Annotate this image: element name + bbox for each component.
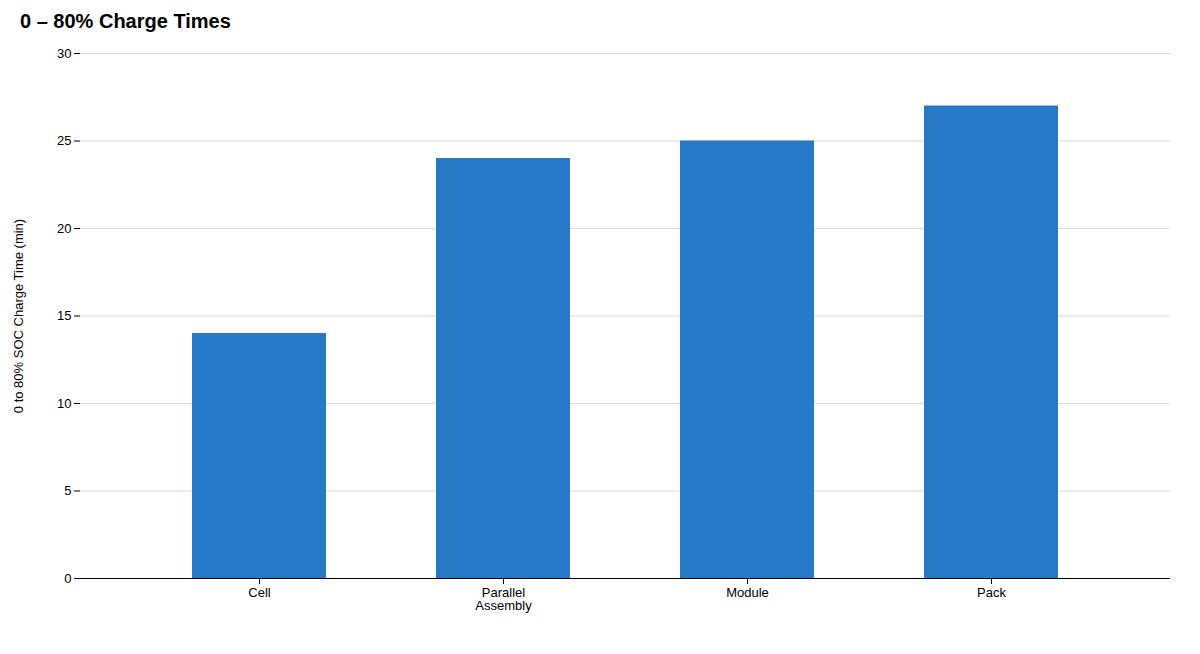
svg-text:0 to 80% SOC Charge Time (min): 0 to 80% SOC Charge Time (min) [11,219,26,413]
svg-text:Cell: Cell [248,585,271,600]
svg-text:5: 5 [64,483,71,498]
svg-text:15: 15 [57,308,71,323]
svg-text:30: 30 [57,46,71,61]
svg-text:0: 0 [64,571,71,586]
svg-text:25: 25 [57,133,71,148]
svg-text:10: 10 [57,396,71,411]
html-text:0 – 80% Charge Times: 0 – 80% Charge Times [20,10,231,32]
svg-text:ParallelAssembly: ParallelAssembly [475,585,532,613]
svg-text:Pack: Pack [977,585,1006,600]
svg-text:Module: Module [726,585,769,600]
svg-text:20: 20 [57,221,71,236]
